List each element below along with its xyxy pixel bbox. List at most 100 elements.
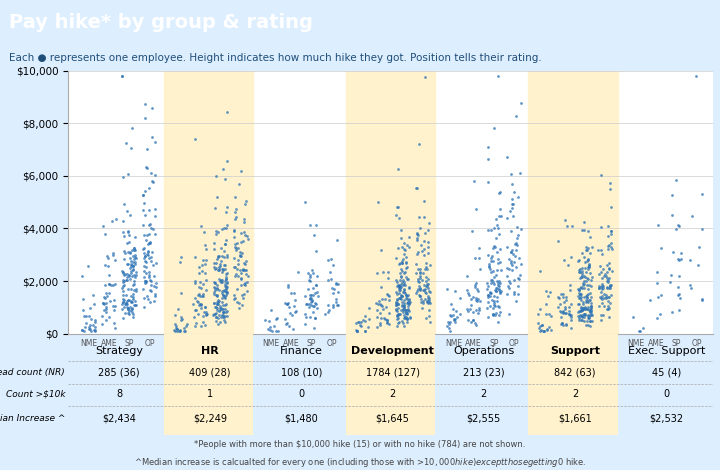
Point xyxy=(220,284,231,291)
Point xyxy=(581,282,593,289)
Point xyxy=(603,313,615,321)
Point xyxy=(449,315,461,323)
Point xyxy=(507,266,518,274)
Point xyxy=(470,306,482,313)
Point xyxy=(481,285,492,292)
Point xyxy=(199,260,211,267)
Point xyxy=(127,281,139,289)
Point xyxy=(422,297,433,305)
Text: Finance: Finance xyxy=(280,346,323,356)
Point xyxy=(397,296,409,303)
Point xyxy=(379,315,391,322)
Point xyxy=(200,287,212,294)
Point xyxy=(418,287,429,294)
Point xyxy=(490,234,502,242)
Point xyxy=(487,304,498,312)
Point xyxy=(673,222,685,230)
Point xyxy=(422,280,433,288)
Point xyxy=(603,265,615,272)
Point xyxy=(652,294,664,301)
Point xyxy=(310,314,321,322)
Point xyxy=(327,290,338,297)
Point xyxy=(595,246,607,253)
Point xyxy=(415,284,426,292)
Point xyxy=(309,324,320,332)
Point xyxy=(461,306,472,313)
Point xyxy=(176,290,187,297)
Point xyxy=(217,301,228,308)
Point xyxy=(487,310,498,318)
Point xyxy=(572,285,584,292)
Point xyxy=(411,231,423,238)
Point xyxy=(211,230,222,237)
Point xyxy=(675,294,686,301)
Point xyxy=(281,320,292,327)
Point xyxy=(212,296,224,303)
Point xyxy=(219,253,230,260)
Point xyxy=(176,315,188,322)
Point xyxy=(420,259,431,266)
Point xyxy=(490,288,502,295)
Point xyxy=(490,243,501,251)
Point xyxy=(140,269,152,277)
Point xyxy=(109,319,120,326)
Point xyxy=(237,266,248,274)
Point xyxy=(171,325,182,333)
Point xyxy=(194,292,206,300)
Point xyxy=(309,290,320,297)
Point xyxy=(586,317,598,325)
Point xyxy=(140,263,152,271)
Point xyxy=(102,292,113,300)
Point xyxy=(502,290,513,298)
Point xyxy=(502,214,513,221)
Point xyxy=(510,263,522,270)
Point xyxy=(197,290,209,298)
Point xyxy=(221,203,233,210)
Point xyxy=(228,263,240,270)
Point xyxy=(397,281,409,289)
Point xyxy=(584,297,595,304)
Point xyxy=(125,298,137,305)
Point xyxy=(491,284,503,291)
Point xyxy=(200,276,212,284)
Point xyxy=(130,302,141,309)
Point xyxy=(208,299,220,306)
Point xyxy=(193,264,204,271)
Point xyxy=(564,287,576,294)
Point xyxy=(423,306,435,313)
Point xyxy=(396,302,408,310)
Point xyxy=(572,258,584,265)
Point xyxy=(577,269,588,276)
Text: 0: 0 xyxy=(663,389,670,400)
Point xyxy=(410,269,422,276)
Point xyxy=(209,239,220,247)
Point xyxy=(199,269,211,277)
Point xyxy=(216,311,228,319)
Point xyxy=(210,227,221,235)
Point xyxy=(556,290,567,298)
Point xyxy=(510,247,522,254)
Point xyxy=(215,304,227,312)
Point xyxy=(510,239,521,247)
Point xyxy=(582,257,593,265)
Point xyxy=(212,253,224,260)
Point xyxy=(99,262,111,269)
Point xyxy=(351,327,363,335)
Point xyxy=(563,304,575,311)
Point xyxy=(383,296,395,304)
Point xyxy=(191,320,202,327)
Point xyxy=(397,257,408,265)
Point xyxy=(220,236,232,243)
Point xyxy=(454,310,466,317)
Point xyxy=(140,277,152,284)
Point xyxy=(423,288,435,295)
Point xyxy=(483,263,495,270)
Point xyxy=(576,267,588,275)
Point xyxy=(462,289,473,297)
Point xyxy=(207,311,219,319)
Point xyxy=(565,316,577,324)
Point xyxy=(572,293,584,300)
Point xyxy=(138,294,150,302)
Point xyxy=(371,269,382,277)
Point xyxy=(121,276,132,283)
